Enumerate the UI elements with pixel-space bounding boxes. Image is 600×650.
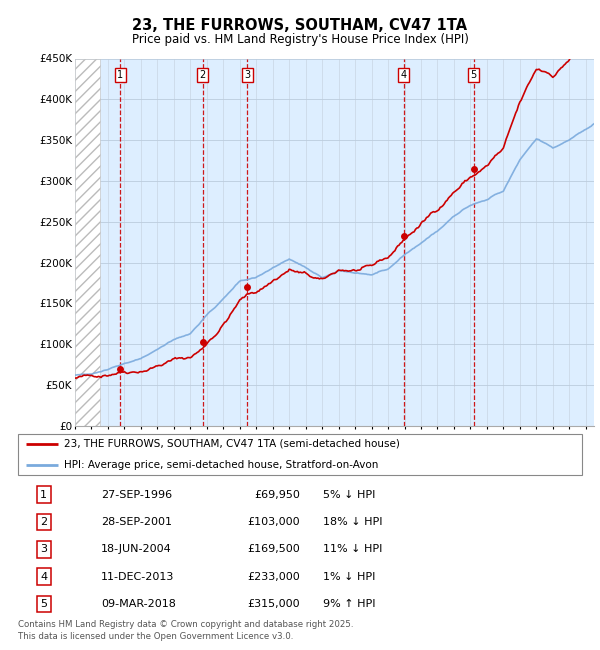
Text: 23, THE FURROWS, SOUTHAM, CV47 1TA (semi-detached house): 23, THE FURROWS, SOUTHAM, CV47 1TA (semi… — [64, 439, 400, 448]
Text: £169,500: £169,500 — [247, 544, 300, 554]
Text: 2: 2 — [199, 70, 206, 80]
Text: 5: 5 — [470, 70, 476, 80]
Text: 3: 3 — [40, 544, 47, 554]
Text: 27-SEP-1996: 27-SEP-1996 — [101, 489, 172, 500]
FancyBboxPatch shape — [18, 434, 582, 475]
Text: £69,950: £69,950 — [254, 489, 300, 500]
Text: 1% ↓ HPI: 1% ↓ HPI — [323, 571, 376, 582]
Text: 1: 1 — [40, 489, 47, 500]
Text: 1: 1 — [117, 70, 123, 80]
Text: 23, THE FURROWS, SOUTHAM, CV47 1TA: 23, THE FURROWS, SOUTHAM, CV47 1TA — [133, 18, 467, 33]
Text: 5% ↓ HPI: 5% ↓ HPI — [323, 489, 376, 500]
Text: £233,000: £233,000 — [247, 571, 300, 582]
Text: 3: 3 — [244, 70, 250, 80]
Text: Price paid vs. HM Land Registry's House Price Index (HPI): Price paid vs. HM Land Registry's House … — [131, 32, 469, 46]
Text: £103,000: £103,000 — [247, 517, 300, 527]
Text: 4: 4 — [40, 571, 47, 582]
Text: HPI: Average price, semi-detached house, Stratford-on-Avon: HPI: Average price, semi-detached house,… — [64, 460, 378, 470]
Text: 11% ↓ HPI: 11% ↓ HPI — [323, 544, 382, 554]
Text: 18% ↓ HPI: 18% ↓ HPI — [323, 517, 383, 527]
Text: £315,000: £315,000 — [247, 599, 300, 609]
Text: 2: 2 — [40, 517, 47, 527]
Text: 09-MAR-2018: 09-MAR-2018 — [101, 599, 176, 609]
Text: 5: 5 — [40, 599, 47, 609]
Text: 28-SEP-2001: 28-SEP-2001 — [101, 517, 172, 527]
Text: 11-DEC-2013: 11-DEC-2013 — [101, 571, 175, 582]
Text: 18-JUN-2004: 18-JUN-2004 — [101, 544, 172, 554]
Text: 4: 4 — [400, 70, 407, 80]
Text: Contains HM Land Registry data © Crown copyright and database right 2025.
This d: Contains HM Land Registry data © Crown c… — [18, 620, 353, 641]
Bar — [75, 58, 100, 426]
Text: 9% ↑ HPI: 9% ↑ HPI — [323, 599, 376, 609]
